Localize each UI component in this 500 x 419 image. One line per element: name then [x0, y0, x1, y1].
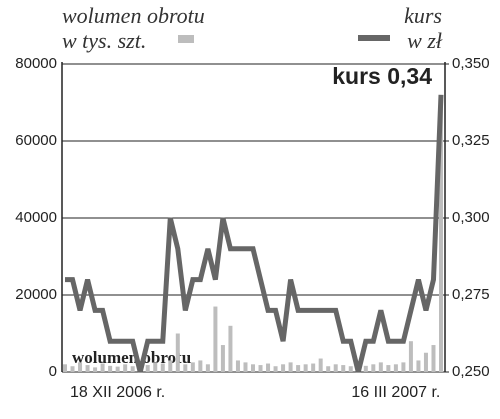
annotation: wolumen obrotu — [72, 348, 191, 367]
bar — [386, 365, 391, 372]
legend-unit: w zł — [407, 28, 443, 53]
bar — [63, 364, 67, 372]
bar — [311, 363, 316, 372]
y2-tick-label: 0,325 — [452, 132, 490, 149]
bar — [123, 364, 128, 372]
bar — [341, 365, 346, 372]
bar — [213, 306, 218, 372]
bar — [431, 345, 436, 372]
y2-tick-label: 0,300 — [452, 209, 490, 226]
y2-tick-label: 0,350 — [452, 55, 490, 72]
bar — [333, 364, 338, 372]
bar — [371, 364, 376, 372]
bar — [220, 345, 225, 372]
bar — [183, 364, 188, 372]
bar — [401, 362, 406, 372]
y-tick-label: 60000 — [15, 132, 57, 149]
bar — [273, 366, 278, 372]
legend-swatch — [178, 35, 194, 43]
bar — [130, 366, 135, 372]
bar — [70, 366, 75, 372]
bar — [168, 360, 173, 372]
bar — [115, 366, 120, 372]
bar — [100, 363, 105, 372]
bar — [393, 364, 398, 372]
bar — [378, 362, 383, 372]
bar — [439, 98, 443, 373]
y-tick-label: 40000 — [15, 209, 57, 226]
bar — [243, 362, 248, 372]
bar — [145, 365, 150, 372]
bar — [326, 366, 331, 372]
bar — [93, 367, 98, 372]
bar — [408, 341, 413, 372]
y2-tick-label: 0,250 — [452, 363, 490, 380]
bar — [190, 362, 195, 372]
bar — [198, 360, 203, 372]
annotation: kurs 0,34 — [332, 63, 432, 89]
bar — [258, 365, 263, 372]
legend-label: wolumen obrotu — [62, 3, 205, 28]
price-line — [65, 94, 444, 373]
bar — [416, 360, 421, 372]
bar — [266, 363, 271, 372]
y2-tick-label: 0,275 — [452, 286, 490, 303]
legend-unit: w tys. szt. — [62, 28, 146, 53]
y-tick-label: 0 — [49, 363, 57, 380]
bar — [85, 365, 90, 372]
bar — [423, 352, 428, 372]
legend-label: kurs — [404, 3, 442, 28]
bar — [160, 363, 165, 372]
bar — [228, 325, 233, 372]
y-tick-label: 20000 — [15, 286, 57, 303]
x-tick-label: 16 III 2007 r. — [351, 384, 440, 401]
bar — [205, 364, 210, 372]
bar — [288, 362, 293, 372]
bar — [281, 364, 286, 372]
bar — [153, 362, 158, 372]
bar — [318, 358, 323, 372]
bar — [235, 360, 240, 372]
bar — [296, 365, 301, 372]
x-tick-label: 18 XII 2006 r. — [70, 384, 165, 401]
bar — [108, 365, 113, 372]
bar — [348, 366, 353, 372]
bar — [251, 364, 255, 372]
bar — [175, 333, 180, 372]
bar — [363, 365, 368, 372]
y-tick-label: 80000 — [15, 55, 57, 72]
bar — [303, 364, 308, 372]
bar — [78, 362, 83, 372]
